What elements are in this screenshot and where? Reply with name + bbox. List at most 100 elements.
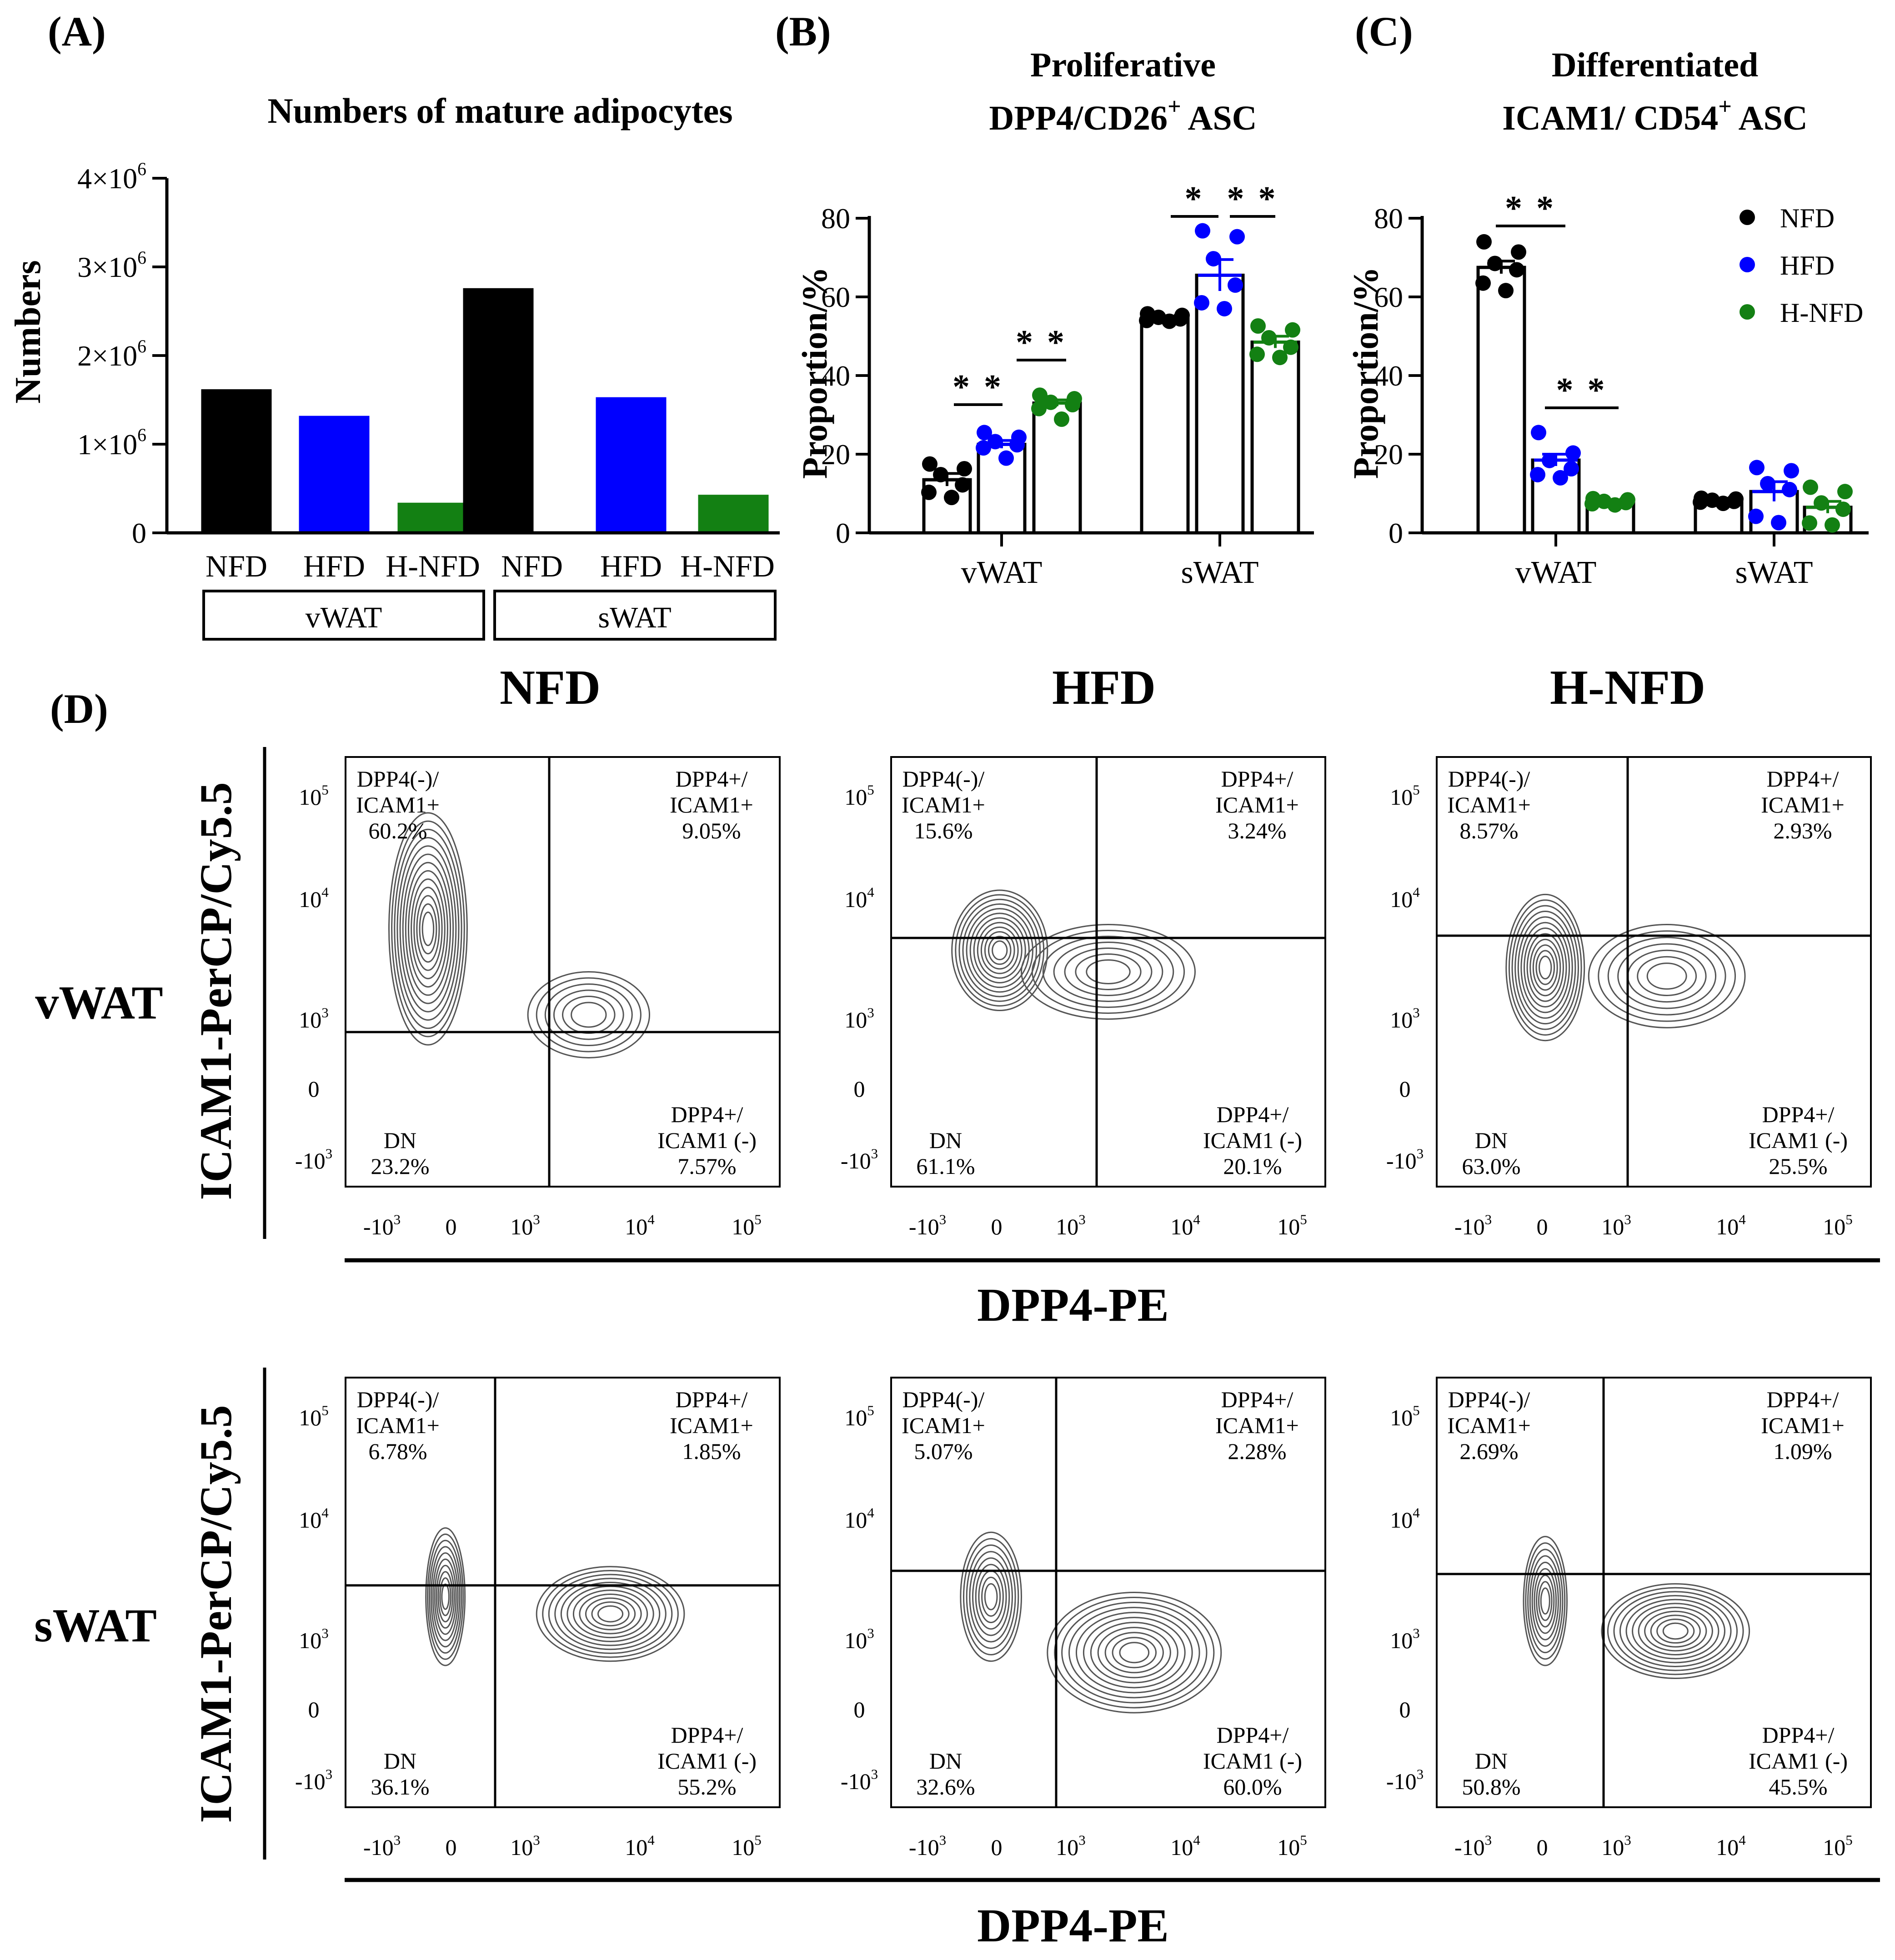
flow-quadrant-label-top-left: DPP4(-)/ <box>1448 1387 1530 1412</box>
panel-c-legend-marker <box>1740 257 1755 272</box>
flow-y-tick-label-base: -10 <box>295 1769 326 1794</box>
flow-contour-line <box>1068 1607 1200 1699</box>
flow-contour-line <box>1083 1617 1186 1689</box>
flow-y-tick-label-exp: 3 <box>871 1146 878 1162</box>
flow-x-tick-label-base: 10 <box>1716 1214 1739 1239</box>
flow-quadrant-label-bottom-left: 23.2% <box>371 1153 429 1179</box>
flow-contour-line <box>553 989 624 1040</box>
flow-y-tick-label: 105 <box>844 782 874 810</box>
flow-quadrant-label-bottom-left: DN <box>1475 1128 1508 1153</box>
flow-x-tick-label-exp: 3 <box>1485 1212 1492 1228</box>
flow-contour-line <box>1538 1581 1553 1621</box>
flow-x-tick-label-base: 10 <box>625 1214 647 1239</box>
flow-y-tick-label-base: 10 <box>844 1628 867 1653</box>
flow-quadrant-label-bottom-left: 50.8% <box>1462 1774 1520 1800</box>
panel-a-y-tick-label-exp: 6 <box>137 336 146 356</box>
panel-c-y-tick-label: 40 <box>1374 360 1403 392</box>
flow-contour-line <box>1097 1627 1171 1679</box>
flow-plot-swat-hfd: DPP4(-)/ICAM1+5.07%DPP4+/ICAM1+2.28%DN32… <box>841 1377 1326 1860</box>
flow-y-tick-label-exp: 3 <box>321 1625 329 1641</box>
flow-contour-line <box>1090 1622 1178 1684</box>
flow-quadrant-label-top-left: DPP4(-)/ <box>357 1387 439 1412</box>
flow-x-tick-label-exp: 3 <box>939 1212 947 1228</box>
panel-b-bar <box>1250 340 1300 535</box>
panel-d-x-axis-title-top: DPP4-PE <box>977 1279 1169 1331</box>
flow-quadrant-label-top-right: ICAM1+ <box>670 792 753 817</box>
panel-a-bar <box>698 495 769 533</box>
panel-a-bar <box>463 288 534 533</box>
flow-x-tick-label-exp: 5 <box>754 1832 762 1848</box>
panel-d-row-title-vwat: vWAT <box>35 977 163 1029</box>
flow-contour-line <box>542 1569 679 1658</box>
panel-d-y-axis-title-bottom: ICAM1-PerCP/Cy5.5 <box>191 1405 241 1823</box>
flow-x-tick-label-base: -10 <box>363 1835 394 1860</box>
panel-c-data-point <box>1476 234 1492 250</box>
flow-quadrant-label-top-right: DPP4+/ <box>676 766 748 792</box>
flow-x-tick-label-base: -10 <box>1454 1835 1485 1860</box>
flow-contour-line <box>536 1566 685 1662</box>
flow-x-tick-label-base: 10 <box>1170 1835 1193 1860</box>
flow-y-tick-label-exp: 4 <box>867 884 874 900</box>
panel-a-bars <box>201 288 769 533</box>
panel-b-data-point <box>1250 318 1266 334</box>
flow-plot-frame <box>345 756 781 1188</box>
flow-contour-line <box>1054 1597 1215 1709</box>
panel-b-sig-label: * <box>1185 180 1205 218</box>
flow-contour-line <box>984 931 1015 970</box>
panel-b-data-point <box>1162 313 1177 329</box>
panel-b-data-point <box>1139 312 1154 328</box>
panel-b-title-line2: DPP4/CD26+ ASC <box>989 94 1257 137</box>
panel-c-title-line2: ICAM1/ CD54+ ASC <box>1502 94 1807 137</box>
panel-c-bar <box>1476 266 1526 535</box>
panel-b-data-point <box>1065 397 1080 413</box>
panel-c-data-point <box>1760 476 1775 491</box>
flow-contour-line <box>560 1581 661 1646</box>
flow-x-tick-label-exp: 3 <box>1624 1212 1631 1228</box>
flow-contour-line <box>1617 943 1717 1009</box>
panel-b-data-point <box>1217 301 1232 316</box>
panel-c-y-tick-label: 60 <box>1374 281 1403 313</box>
flow-x-tick-label: 105 <box>1823 1832 1853 1860</box>
flow-y-tick-label: -103 <box>295 1766 332 1795</box>
flow-x-tick-label-base: -10 <box>363 1214 394 1239</box>
flow-contour-line <box>579 1593 642 1634</box>
flow-y-tick-label-base: 0 <box>308 1076 320 1102</box>
flow-x-tick-label-exp: 3 <box>1078 1212 1086 1228</box>
flow-x-tick-label: -103 <box>1454 1212 1492 1240</box>
panel-d-x-axis-title-bottom: DPP4-PE <box>977 1900 1169 1952</box>
flow-y-tick-label: -103 <box>841 1766 878 1795</box>
flow-x-tick-label-exp: 4 <box>1193 1212 1200 1228</box>
flow-y-tick-label: 0 <box>1399 1076 1411 1102</box>
flow-quadrant-label-top-left: 60.2% <box>368 818 427 843</box>
flow-x-tick-label-exp: 4 <box>647 1212 655 1228</box>
flow-contour-line <box>1535 950 1555 985</box>
flow-quadrant-label-bottom-left: 36.1% <box>371 1774 429 1800</box>
panel-d: (D) NFD HFD H-NFD vWAT sWAT ICAM1-PerCP/… <box>34 661 1880 1952</box>
panel-a-tag: (A) <box>48 8 106 55</box>
panel-b-x-tick-label: sWAT <box>1181 555 1258 590</box>
flow-quadrant-label-bottom-left: DN <box>929 1748 962 1774</box>
flow-x-tick-label: 0 <box>1537 1214 1548 1239</box>
panel-a-y-tick-label: 4×106 <box>77 159 146 195</box>
flow-x-tick-label-base: 10 <box>1056 1835 1078 1860</box>
flow-quadrant-label-bottom-right: ICAM1 (-) <box>1203 1748 1302 1774</box>
flow-contour-line <box>1031 930 1185 1014</box>
flow-y-tick-label: 105 <box>1390 1403 1420 1431</box>
flow-contour-line <box>391 820 465 1038</box>
flow-contour-line <box>402 853 454 1004</box>
panel-b-y-tick-label: 60 <box>821 281 850 313</box>
flow-y-tick-label: 0 <box>854 1697 865 1722</box>
flow-quadrant-label-top-right: 9.05% <box>682 818 741 843</box>
flow-x-tick-label: 103 <box>1601 1212 1631 1240</box>
flow-contour-line <box>1053 942 1163 1002</box>
flow-quadrant-label-top-left: 2.69% <box>1459 1439 1518 1464</box>
flow-contour-line <box>992 940 1008 961</box>
panel-c-legend: NFD HFD H-NFD <box>1740 203 1863 328</box>
flow-contour-line <box>1662 1622 1689 1640</box>
panel-c-title-main: ICAM1/ CD54 <box>1502 99 1718 137</box>
flow-quadrant-label-top-right: 1.85% <box>682 1439 741 1464</box>
panel-b-data-point <box>1228 277 1243 293</box>
panel-b-title-main: DPP4/CD26 <box>989 99 1168 137</box>
flow-contour-line <box>962 903 1038 998</box>
flow-x-tick-label-exp: 5 <box>754 1212 762 1228</box>
